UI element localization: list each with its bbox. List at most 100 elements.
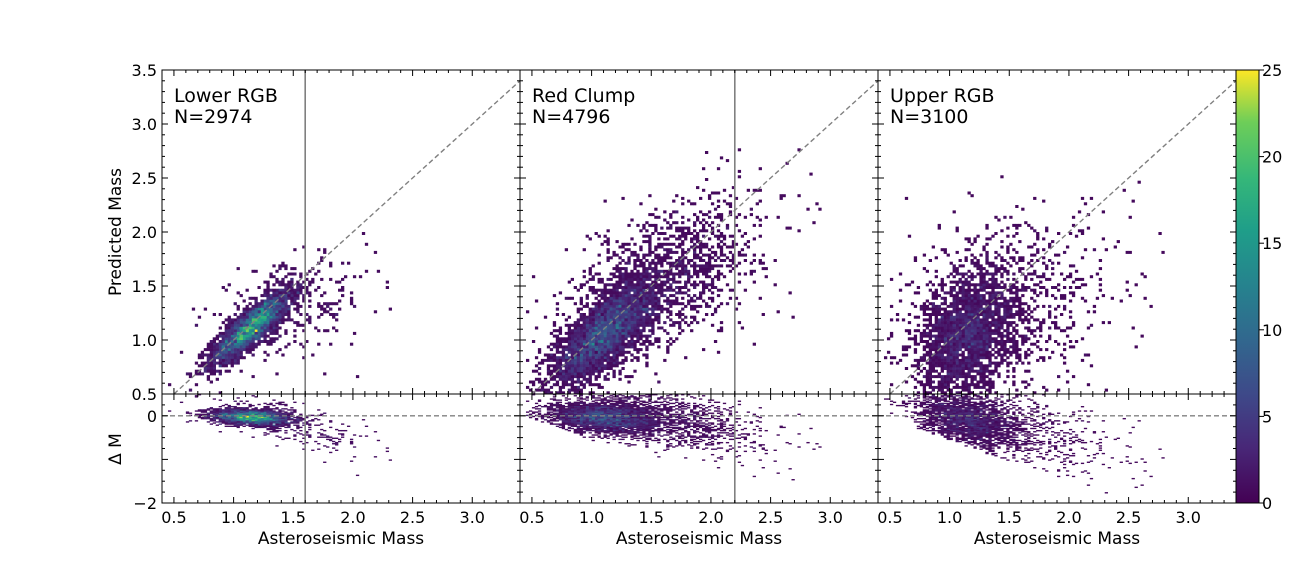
heatmap-cell — [630, 321, 634, 325]
heatmap-cell — [549, 331, 554, 335]
heatmap-cell — [663, 403, 667, 406]
heatmap-cell — [666, 409, 670, 411]
heatmap-cell — [663, 421, 667, 423]
heatmap-cell — [621, 405, 625, 408]
heatmap-cell — [758, 188, 762, 192]
heatmap-cell — [639, 434, 643, 436]
heatmap-cell — [624, 321, 628, 325]
heatmap-cell — [561, 372, 566, 376]
heatmap-cell — [669, 215, 673, 219]
heatmap-cell — [678, 435, 682, 437]
heatmap-cell — [561, 340, 566, 343]
heatmap-cell — [603, 291, 607, 295]
heatmap-cell — [713, 448, 718, 450]
heatmap-cell — [758, 199, 762, 203]
heatmap-cell — [263, 414, 267, 417]
heatmap-cell — [651, 410, 655, 412]
heatmap-cell — [648, 223, 652, 227]
heatmap-cell — [254, 329, 258, 333]
heatmap-cell — [749, 269, 753, 273]
heatmap-cell — [669, 433, 673, 435]
heatmap-cell — [311, 353, 315, 357]
heatmap-cell — [290, 422, 294, 424]
heatmap-cell — [564, 419, 569, 421]
heatmap-cell — [710, 250, 715, 254]
heatmap-cell — [627, 329, 631, 333]
heatmap-cell — [311, 420, 315, 422]
heatmap-cell — [585, 367, 589, 370]
heatmap-cell — [531, 412, 536, 414]
heatmap-cell — [648, 422, 652, 424]
heatmap-cell — [296, 286, 300, 289]
heatmap-cell — [305, 423, 309, 425]
heatmap-cell — [606, 323, 610, 327]
heatmap-cell — [651, 286, 655, 289]
heatmap-cell — [645, 286, 649, 289]
heatmap-cell — [630, 288, 634, 292]
heatmap-cell — [594, 321, 598, 325]
heatmap-cell — [564, 399, 569, 401]
heatmap-cell — [624, 299, 628, 303]
heatmap-cell — [305, 441, 309, 444]
heatmap-cell — [561, 409, 566, 411]
heatmap-cell — [764, 429, 768, 432]
heatmap-cell — [639, 426, 643, 429]
heatmap-cell — [278, 318, 282, 322]
heatmap-cell — [579, 364, 583, 368]
heatmap-cell — [215, 369, 219, 373]
heatmap-cell — [242, 318, 246, 322]
heatmap-cell — [561, 411, 566, 413]
heatmap-cell — [263, 432, 267, 434]
heatmap-cell — [591, 424, 595, 426]
heatmap-cell — [615, 412, 619, 414]
heatmap-cell — [579, 429, 583, 432]
heatmap-cell — [296, 294, 300, 298]
heatmap-cell — [666, 286, 670, 289]
heatmap-cell — [609, 404, 613, 407]
heatmap-cell — [681, 229, 685, 233]
heatmap-cell — [678, 443, 682, 445]
heatmap-cell — [281, 302, 285, 306]
heatmap-cell — [627, 318, 631, 322]
heatmap-cell — [624, 318, 628, 322]
heatmap-cell — [728, 245, 733, 249]
heatmap-cell — [227, 318, 231, 322]
heatmap-cell — [549, 416, 554, 419]
heatmap-cell — [576, 411, 580, 413]
heatmap-cell — [639, 286, 643, 289]
heatmap-cell — [693, 435, 697, 437]
heatmap-cell — [236, 356, 240, 360]
heatmap-cell — [558, 410, 563, 412]
heatmap-cell — [681, 313, 685, 316]
heatmap-cell — [275, 350, 279, 354]
heatmap-cell — [317, 443, 321, 445]
heatmap-cell — [555, 361, 560, 365]
heatmap-cell — [645, 304, 649, 308]
heatmap-cell — [621, 329, 625, 333]
heatmap-cell — [248, 420, 252, 422]
heatmap-cell — [642, 412, 646, 414]
heatmap-cell — [561, 408, 566, 410]
heatmap-cell — [690, 307, 694, 311]
heatmap-cell — [603, 286, 607, 289]
heatmap-cell — [588, 307, 592, 311]
heatmap-cell — [687, 422, 691, 424]
heatmap-cell — [618, 394, 622, 396]
heatmap-cell — [642, 432, 646, 434]
heatmap-cell — [266, 413, 270, 416]
heatmap-cell — [645, 337, 649, 341]
heatmap-cell — [627, 404, 631, 407]
heatmap-cell — [299, 275, 303, 279]
heatmap-cell — [603, 329, 607, 333]
heatmap-cell — [606, 401, 610, 404]
heatmap-cell — [675, 226, 679, 230]
heatmap-cell — [266, 411, 270, 413]
heatmap-cell — [233, 419, 237, 421]
heatmap-cell — [284, 345, 288, 349]
heatmap-cell — [710, 283, 715, 287]
heatmap-cell — [573, 401, 577, 404]
heatmap-cell — [645, 417, 649, 420]
heatmap-cell — [594, 340, 598, 343]
heatmap-cell — [639, 337, 643, 341]
heatmap-cell — [642, 439, 646, 442]
